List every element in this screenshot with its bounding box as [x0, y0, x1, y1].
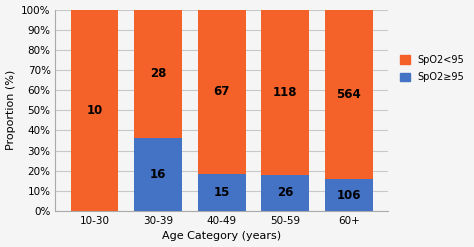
Bar [134, 138, 182, 211]
Bar [198, 10, 246, 174]
Bar [198, 174, 246, 211]
Text: 15: 15 [213, 186, 230, 199]
Bar [262, 175, 309, 211]
Text: 564: 564 [337, 88, 361, 101]
Text: 16: 16 [150, 168, 166, 181]
Bar [71, 10, 118, 211]
Text: 118: 118 [273, 86, 298, 99]
Legend: SpO2<95, SpO2≥95: SpO2<95, SpO2≥95 [396, 51, 468, 86]
Text: 28: 28 [150, 67, 166, 80]
Text: 67: 67 [213, 85, 230, 98]
Bar [325, 10, 373, 179]
Y-axis label: Proportion (%): Proportion (%) [6, 70, 16, 150]
X-axis label: Age Category (years): Age Category (years) [162, 231, 281, 242]
Bar [325, 179, 373, 211]
Bar [262, 10, 309, 175]
Text: 106: 106 [337, 189, 361, 202]
Bar [134, 10, 182, 138]
Text: 26: 26 [277, 186, 293, 199]
Text: 10: 10 [86, 104, 102, 117]
